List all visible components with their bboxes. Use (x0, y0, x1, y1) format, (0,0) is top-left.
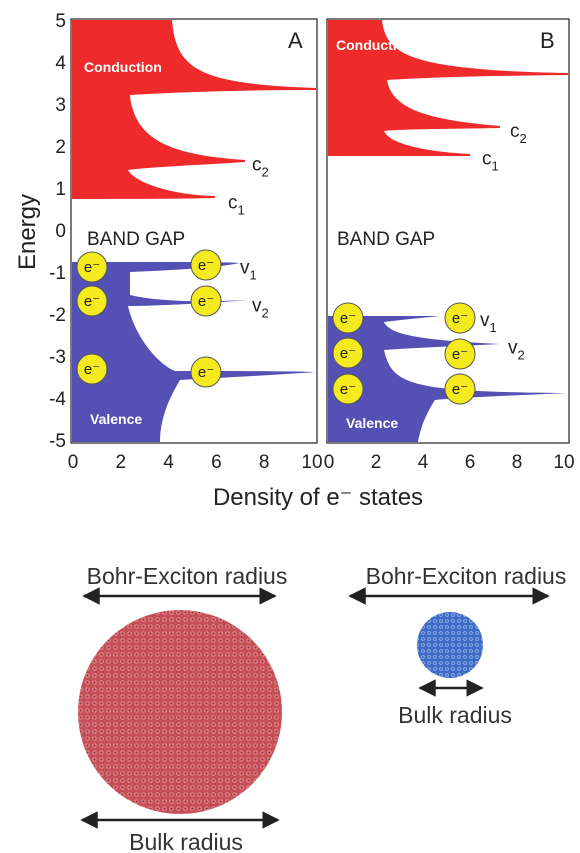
valence-state-label: v1 (240, 258, 257, 283)
y-axis-title: Energy (14, 194, 41, 270)
electron-icon: e⁻ (190, 356, 222, 388)
exciton-radius-label-right: Bohr-Exciton radius (366, 563, 567, 589)
electron-label: e⁻ (84, 293, 100, 310)
conduction-state-label: c1 (482, 148, 499, 173)
conduction-state-label: c2 (252, 155, 269, 180)
x-tick-label: 6 (211, 452, 222, 473)
x-axis-title: Density of e⁻ states (213, 484, 423, 511)
bulk-comparison: Bohr-Exciton radius Bulk radius Bohr-Exc… (78, 563, 566, 853)
electron-icon: e⁻ (76, 353, 108, 385)
electron-label: e⁻ (84, 259, 100, 276)
y-tick-label: -4 (49, 389, 66, 410)
electron-label: e⁻ (84, 361, 100, 378)
y-tick-label: -2 (49, 305, 66, 326)
valence-label-b: Valence (346, 415, 398, 431)
electron-icon: e⁻ (76, 285, 108, 317)
x-tick-label: 0 (68, 452, 79, 473)
panel-letter-b: B (540, 28, 555, 53)
bulk-nanocrystal-sphere (78, 610, 282, 814)
electron-label: e⁻ (452, 346, 468, 363)
electron-icon: e⁻ (332, 302, 364, 334)
y-tick-label: 2 (55, 137, 66, 158)
x-tick-label: 2 (371, 452, 382, 473)
x-tick-label: 6 (465, 452, 476, 473)
y-tick-label: -1 (49, 263, 66, 284)
electron-label: e⁻ (452, 310, 468, 327)
y-tick-label: 0 (55, 221, 66, 242)
y-tick-label: 4 (55, 53, 66, 74)
x-tick-label: 4 (418, 452, 429, 473)
y-tick-label: 3 (55, 95, 66, 116)
exciton-radius-label-left: Bohr-Exciton radius (87, 563, 288, 589)
quantum-dot-sphere (417, 612, 483, 678)
y-tick-label: 1 (55, 179, 66, 200)
x-tick-label: 10 (301, 452, 322, 473)
electron-label: e⁻ (198, 293, 214, 310)
conduction-label-a: Conduction (84, 59, 162, 75)
x-tick-label: 8 (512, 452, 523, 473)
x-tick-label: 8 (259, 452, 270, 473)
conduction-state-label: c1 (228, 192, 245, 217)
x-tick-label: 2 (116, 452, 127, 473)
panel-a-frame (70, 18, 318, 444)
electron-icon: e⁻ (190, 249, 222, 281)
electron-label: e⁻ (340, 310, 356, 327)
panel-b (326, 18, 570, 444)
electron-icon: e⁻ (444, 302, 476, 334)
electron-icon: e⁻ (444, 338, 476, 370)
electron-label: e⁻ (340, 345, 356, 362)
conduction-state-label: c2 (510, 121, 527, 146)
electron-icon: e⁻ (332, 337, 364, 369)
valence-band-a (72, 262, 316, 442)
valence-label-a: Valence (90, 411, 142, 427)
electron-icon: e⁻ (190, 285, 222, 317)
electron-icon: e⁻ (76, 251, 108, 283)
conduction-band-b (328, 20, 568, 156)
conduction-band-a (72, 20, 316, 199)
band-gap-label-b: BAND GAP (337, 229, 435, 250)
valence-band-b (328, 316, 568, 442)
panel-a (70, 18, 318, 444)
conduction-label-b: Conduction (336, 37, 414, 53)
x-tick-label: 4 (163, 452, 174, 473)
valence-state-label: v2 (508, 337, 525, 362)
valence-state-label: v1 (480, 310, 497, 335)
x-tick-label: 10 (553, 452, 574, 473)
panel-letter-a: A (288, 28, 303, 53)
electrons: e⁻ e⁻ e⁻ e⁻ e⁻ e⁻ e⁻ e⁻ e⁻ e⁻ e⁻ e⁻ (76, 249, 476, 405)
x-tick-label: 0 (324, 452, 335, 473)
y-tick-label: 5 (55, 11, 66, 32)
y-tick-label: -3 (49, 347, 66, 368)
panel-b-frame (326, 18, 570, 444)
y-tick-label: -5 (49, 431, 66, 452)
electron-icon: e⁻ (444, 373, 476, 405)
electron-label: e⁻ (340, 381, 356, 398)
electron-label: e⁻ (198, 364, 214, 381)
valence-state-label: v2 (252, 295, 269, 320)
electron-icon: e⁻ (332, 373, 364, 405)
electron-label: e⁻ (198, 257, 214, 274)
band-gap-label-a: BAND GAP (87, 229, 185, 250)
electron-label: e⁻ (452, 381, 468, 398)
bulk-radius-label-right: Bulk radius (398, 702, 512, 728)
bulk-radius-label-left: Bulk radius (129, 829, 243, 853)
